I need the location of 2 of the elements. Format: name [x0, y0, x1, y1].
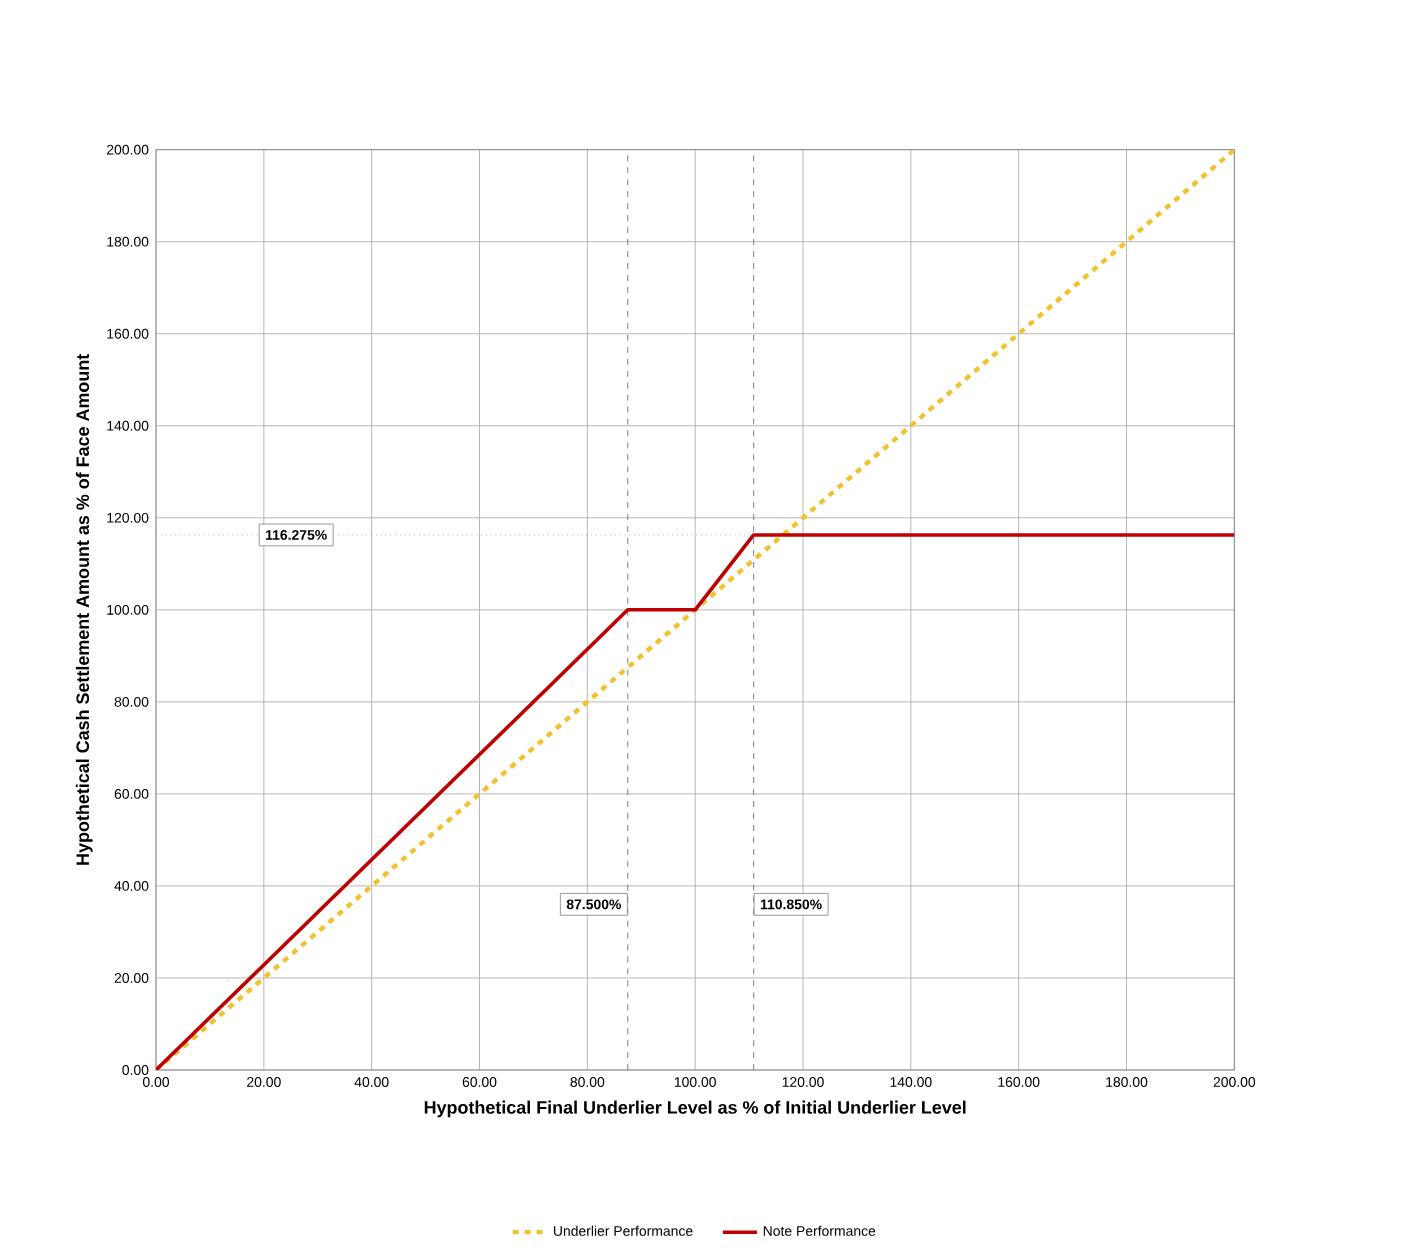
y-axis-title: Hypothetical Cash Settlement Amount as % of Face Amount	[75, 354, 93, 865]
x-axis-title: Hypothetical Final Underlier Level as % of Initial Underlier Level	[424, 1100, 966, 1118]
